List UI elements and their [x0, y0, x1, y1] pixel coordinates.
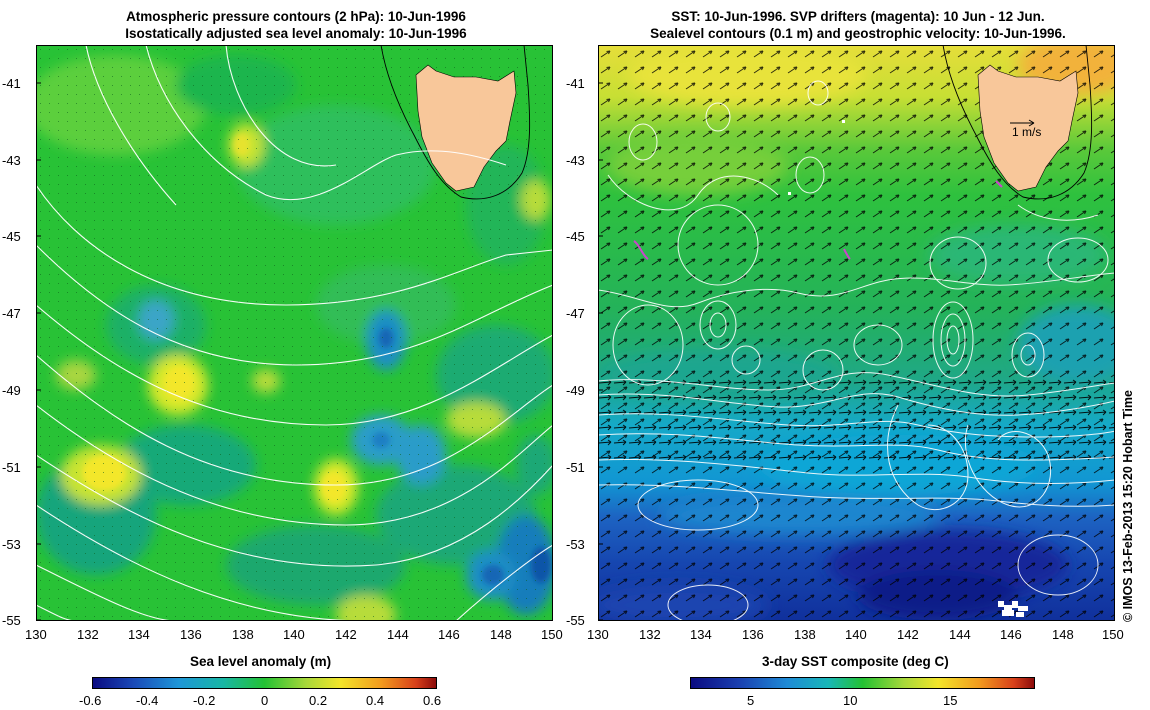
- sst-map: [598, 45, 1115, 621]
- left-lat-label: -53: [2, 537, 21, 552]
- right-lon-label: 130: [587, 627, 609, 642]
- sla-tick: 0: [261, 693, 269, 708]
- left-lat-label: -55: [2, 613, 21, 628]
- right-lat-label: -41: [566, 76, 585, 91]
- sla-tick: 0.2: [309, 693, 328, 708]
- left-map-title: Atmospheric pressure contours (2 hPa): 1…: [36, 8, 556, 42]
- right-lat-label: -53: [566, 537, 585, 552]
- sla-colorbar-title: Sea level anomaly (m): [190, 654, 332, 669]
- velocity-scale: [1010, 119, 1035, 127]
- left-lon-label: 148: [490, 627, 512, 642]
- right-lon-label: 150: [1102, 627, 1124, 642]
- sst-colorbar-title: 3-day SST composite (deg C): [762, 654, 949, 669]
- sla-tick: -0.2: [193, 693, 216, 708]
- left-lat-label: -41: [2, 76, 21, 91]
- continental-shelf-contour: [942, 45, 1093, 200]
- left-lon-label: 146: [438, 627, 460, 642]
- left-lon-label: 144: [387, 627, 409, 642]
- sst-tick: 15: [943, 693, 958, 708]
- right-lon-label: 142: [897, 627, 919, 642]
- right-lon-label: 148: [1052, 627, 1074, 642]
- geostrophic-jet-arrows: [598, 375, 1115, 465]
- right-lat-label: -55: [566, 613, 585, 628]
- right-map-title: SST: 10-Jun-1996. SVP drifters (magenta)…: [598, 8, 1118, 42]
- left-lon-label: 132: [77, 627, 99, 642]
- right-lat-label: -49: [566, 383, 585, 398]
- pressure-contours: [36, 45, 553, 621]
- drifter-tracks: [633, 180, 1003, 260]
- sst-tick: 5: [747, 693, 755, 708]
- left-lon-label: 140: [283, 627, 305, 642]
- left-lon-label: 130: [25, 627, 47, 642]
- left-lat-label: -49: [2, 383, 21, 398]
- sla-tick: -0.4: [136, 693, 159, 708]
- sealevel-contours: [598, 80, 1115, 621]
- left-lon-label: 136: [180, 627, 202, 642]
- sst-tick: 10: [843, 693, 858, 708]
- right-lat-label: -51: [566, 460, 585, 475]
- right-lon-label: 146: [1000, 627, 1022, 642]
- left-lon-label: 150: [541, 627, 563, 642]
- velocity-scale-label: 1 m/s: [1012, 125, 1042, 139]
- sst-cloud-mask: [788, 120, 1028, 617]
- sea-level-anomaly-map: [36, 45, 553, 621]
- left-lon-label: 142: [335, 627, 357, 642]
- right-lat-label: -45: [566, 229, 585, 244]
- right-lat-label: -43: [566, 153, 585, 168]
- continental-shelf-contour: [380, 45, 531, 200]
- tasmania-land: [415, 64, 517, 192]
- left-lat-label: -43: [2, 153, 21, 168]
- left-title-line1: Atmospheric pressure contours (2 hPa): 1…: [126, 9, 466, 24]
- left-lon-label: 138: [232, 627, 254, 642]
- left-title-line2: Isostatically adjusted sea level anomaly…: [125, 26, 467, 41]
- right-lat-label: -47: [566, 306, 585, 321]
- left-lon-label: 134: [128, 627, 150, 642]
- tasmania-land: [977, 64, 1079, 192]
- sla-tick: -0.6: [79, 693, 102, 708]
- sla-tick: 0.6: [423, 693, 442, 708]
- right-lon-label: 144: [949, 627, 971, 642]
- left-lat-label: -51: [2, 460, 21, 475]
- right-lon-label: 136: [742, 627, 764, 642]
- right-lon-label: 138: [794, 627, 816, 642]
- right-lon-label: 132: [639, 627, 661, 642]
- left-lat-label: -45: [2, 229, 21, 244]
- sla-tick: 0.4: [366, 693, 385, 708]
- imos-credit: © IMOS 13-Feb-2013 15:20 Hobart Time: [1121, 390, 1135, 622]
- right-lon-label: 140: [845, 627, 867, 642]
- sst-colorbar: [690, 676, 1035, 689]
- right-title-line1: SST: 10-Jun-1996. SVP drifters (magenta)…: [671, 9, 1045, 24]
- right-lon-label: 134: [690, 627, 712, 642]
- left-lat-label: -47: [2, 306, 21, 321]
- sla-colorbar: [92, 676, 437, 689]
- right-title-line2: Sealevel contours (0.1 m) and geostrophi…: [650, 26, 1066, 41]
